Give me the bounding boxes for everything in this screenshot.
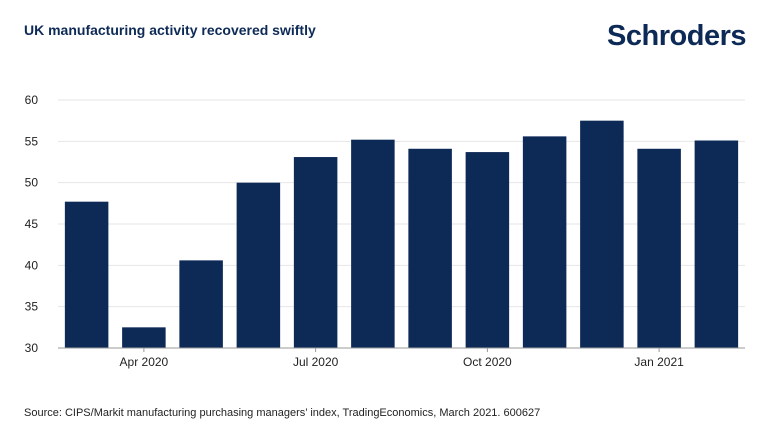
x-tick-label: Oct 2020 [463,355,512,369]
x-tick-label: Jul 2020 [293,355,339,369]
bar [64,201,109,348]
gridlines [58,99,745,308]
bar [293,157,338,348]
y-tick-label: 60 [25,93,39,107]
bar [408,148,452,348]
bar-chart: 30 35 40 45 50 55 60 Apr 2020 Jul 2020 Oct 2020 Ja… [25,93,745,369]
bar [637,148,681,348]
bar [122,327,166,348]
chart-title: UK manufacturing activity recovered swif… [24,22,316,38]
axes: 30 35 40 45 50 55 60 Apr 2020 Jul 2020 Oct 2020 Ja… [25,93,745,369]
bar [351,139,395,348]
bar [522,136,567,348]
x-tick-label: Apr 2020 [120,355,169,369]
y-tick-label: 30 [25,341,39,355]
x-tick-label: Jan 2021 [634,355,684,369]
bar [236,182,281,348]
y-tick-label: 40 [25,258,39,272]
bar [580,120,624,349]
schroders-logo: Schroders [607,20,746,52]
bar [465,152,510,348]
y-tick-label: 35 [25,300,39,314]
source-note: Source: CIPS/Markit manufacturing purcha… [24,407,541,419]
y-tick-label: 45 [25,217,39,231]
y-tick-label: 55 [25,134,39,148]
bar [694,140,739,348]
bars [64,120,739,349]
bar [179,260,223,348]
y-tick-label: 50 [25,176,39,190]
